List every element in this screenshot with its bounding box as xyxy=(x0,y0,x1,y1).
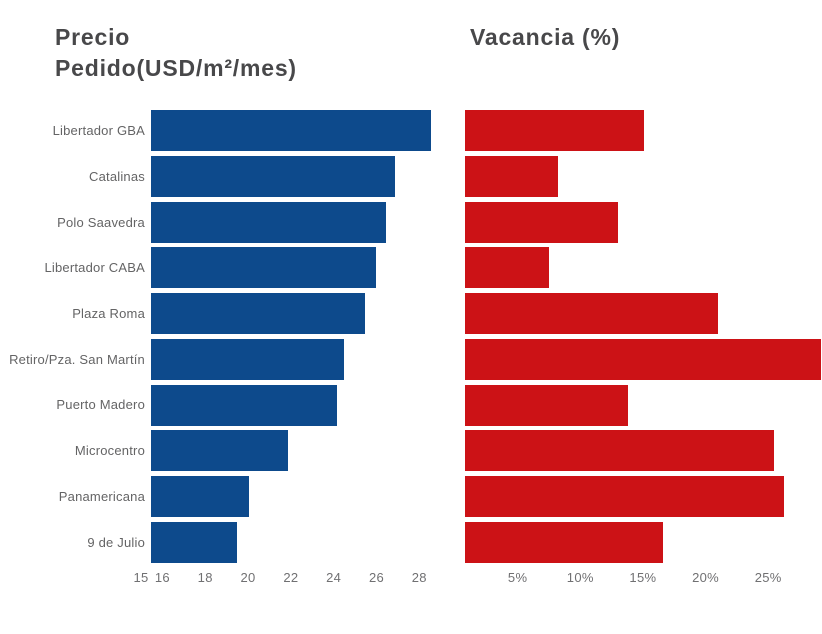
chart-row: Panamericana xyxy=(0,474,822,520)
vacancia-bar xyxy=(465,475,785,517)
vacancia-axis-tick: 25% xyxy=(754,569,782,585)
precio-axis-tick: 22 xyxy=(283,569,299,585)
vacancia-axis-tick: 15% xyxy=(629,569,657,585)
chart-rows: Libertador GBA Catalinas Polo Saavedra Libe… xyxy=(0,108,822,591)
category-label: 9 de Julio xyxy=(87,534,145,550)
vacancia-chart-title: Vacancia (%) xyxy=(470,24,621,50)
vacancia-bar xyxy=(465,384,628,426)
precio-title-line2: Pedido(USD/m²/mes) xyxy=(55,55,297,81)
x-axis-row: 15 16 18 20 22 24 26 28 5% 10% 15% 20% 25% xyxy=(0,565,822,591)
precio-axis-tick: 26 xyxy=(368,569,384,585)
precio-axis-tick: 15 xyxy=(133,569,149,585)
precio-plot-cell xyxy=(151,336,440,382)
vacancia-plot-cell xyxy=(465,336,822,382)
precio-plot-cell xyxy=(151,382,440,428)
precio-bar xyxy=(151,293,366,335)
chart-row: Libertador CABA xyxy=(0,245,822,291)
chart-row: 9 de Julio xyxy=(0,519,822,565)
precio-bar xyxy=(151,201,387,243)
chart-row: Polo Saavedra xyxy=(0,199,822,245)
precio-axis-tick: 18 xyxy=(197,569,213,585)
chart-row: Catalinas xyxy=(0,154,822,200)
vacancia-bar xyxy=(465,201,618,243)
precio-bar xyxy=(151,384,338,426)
vacancia-plot-cell xyxy=(465,428,822,474)
precio-bar xyxy=(151,521,237,563)
precio-bar xyxy=(151,247,376,289)
precio-plot-cell xyxy=(151,428,440,474)
category-label: Libertador GBA xyxy=(52,123,145,139)
precio-bar xyxy=(151,338,344,380)
vacancia-bar xyxy=(465,293,719,335)
vacancia-axis-tick: 10% xyxy=(566,569,594,585)
precio-bar xyxy=(151,430,288,472)
precio-axis-tick: 20 xyxy=(240,569,256,585)
vacancia-plot-cell xyxy=(465,154,822,200)
vacancia-axis: 5% 10% 15% 20% 25% xyxy=(465,565,822,591)
precio-axis-tick: 16 xyxy=(154,569,170,585)
precio-plot-cell xyxy=(151,519,440,565)
precio-bar xyxy=(151,156,396,198)
chart-row: Puerto Madero xyxy=(0,382,822,428)
vacancia-plot-cell xyxy=(465,291,822,337)
category-label: Plaza Roma xyxy=(72,306,145,322)
precio-plot-cell xyxy=(151,291,440,337)
precio-plot-cell xyxy=(151,474,440,520)
chart-row: Microcentro xyxy=(0,428,822,474)
precio-plot-cell xyxy=(151,245,440,291)
vacancia-bar xyxy=(465,521,663,563)
vacancia-axis-tick: 5% xyxy=(507,569,528,585)
vacancia-bar xyxy=(465,156,558,198)
category-label: Microcentro xyxy=(74,443,145,459)
category-label: Retiro/Pza. San Martín xyxy=(9,351,145,367)
vacancia-plot-cell xyxy=(465,519,822,565)
precio-plot-cell xyxy=(151,154,440,200)
category-label: Puerto Madero xyxy=(56,397,145,413)
vacancia-bar xyxy=(465,110,645,152)
vacancia-bar xyxy=(465,338,821,380)
precio-bar xyxy=(151,110,432,152)
precio-axis-tick: 24 xyxy=(326,569,342,585)
category-label: Libertador CABA xyxy=(44,260,145,276)
vacancia-bar xyxy=(465,430,775,472)
precio-axis-tick: 28 xyxy=(411,569,427,585)
category-label: Panamericana xyxy=(58,488,145,504)
vacancia-plot-cell xyxy=(465,108,822,154)
vacancia-axis-tick: 20% xyxy=(692,569,719,585)
vacancia-plot-cell xyxy=(465,199,822,245)
category-label: Catalinas xyxy=(89,169,145,185)
chart-row: Libertador GBA xyxy=(0,108,822,154)
vacancia-plot-cell xyxy=(465,382,822,428)
precio-chart-title: Precio Pedido(USD/m²/mes) xyxy=(55,22,297,84)
precio-bar xyxy=(151,475,250,517)
precio-plot-cell xyxy=(151,199,440,245)
vacancia-bar xyxy=(465,247,549,289)
vacancia-plot-cell xyxy=(465,474,822,520)
vacancia-plot-cell xyxy=(465,245,822,291)
chart-row: Retiro/Pza. San Martín xyxy=(0,336,822,382)
chart-row: Plaza Roma xyxy=(0,291,822,337)
precio-title-line1: Precio xyxy=(55,24,131,50)
precio-plot-cell xyxy=(151,108,440,154)
category-label: Polo Saavedra xyxy=(57,214,145,230)
precio-axis: 15 16 18 20 22 24 26 28 xyxy=(133,565,440,591)
